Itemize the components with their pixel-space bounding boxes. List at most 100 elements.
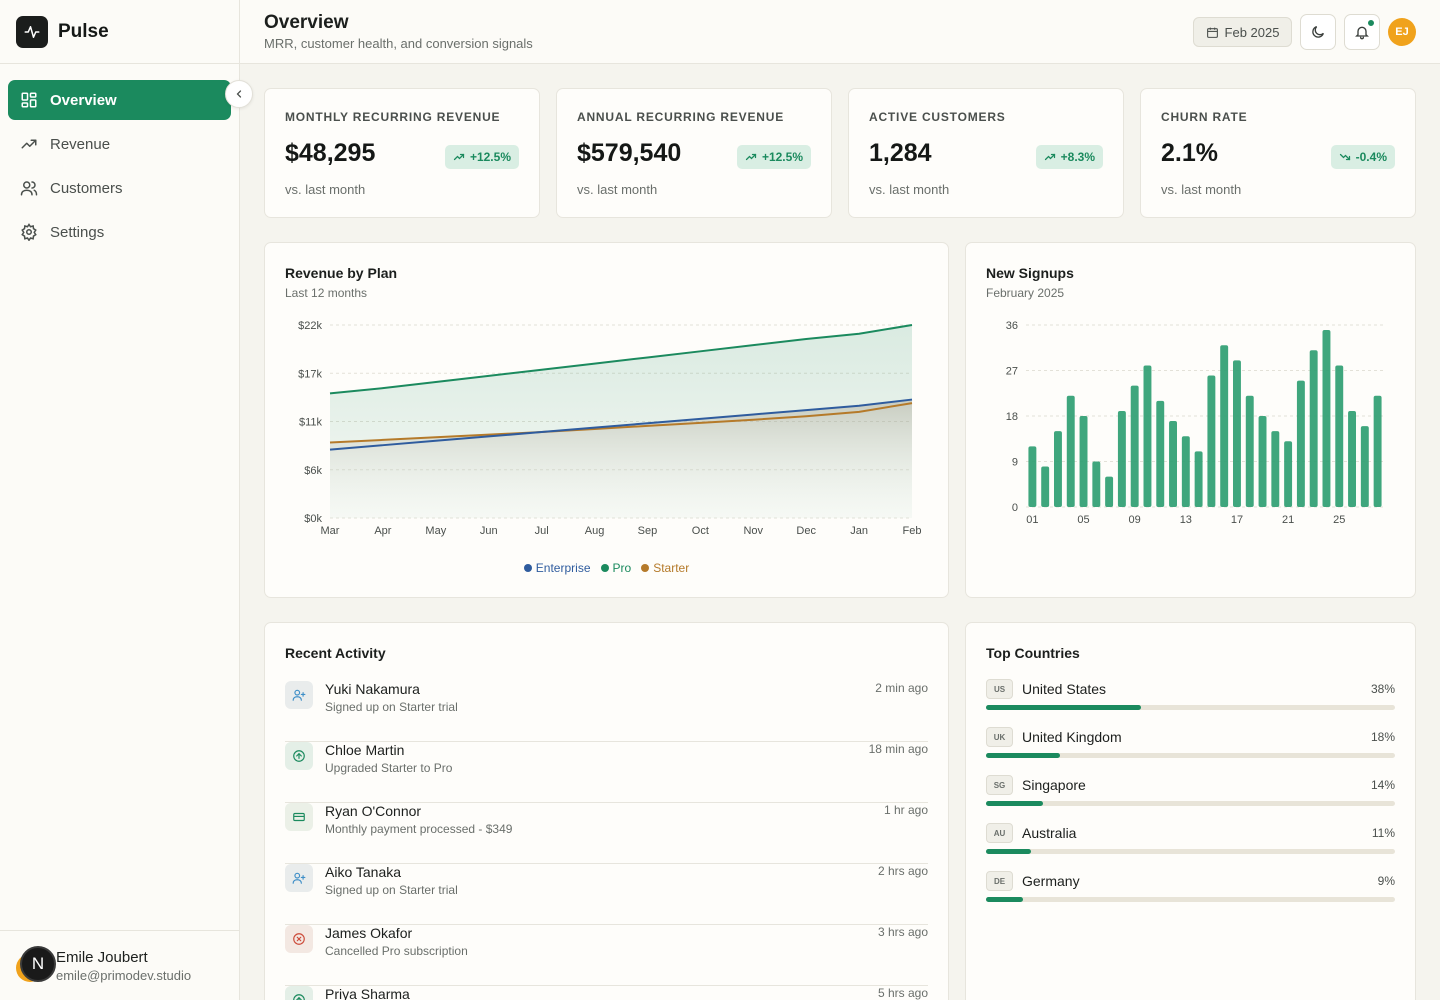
top-countries-card: Top Countries US United States 38% UK United… [965, 622, 1416, 1000]
card-subtitle: Last 12 months [285, 286, 368, 300]
country-row[interactable]: UK United Kingdom 18% [986, 727, 1395, 767]
signup-bar[interactable] [1296, 380, 1305, 507]
sidebar-item-settings[interactable]: Settings [8, 212, 231, 252]
card-subtitle: February 2025 [986, 286, 1065, 300]
activity-item[interactable]: James Okafor Cancelled Pro subscription 3 … [285, 925, 928, 986]
date-label: Feb 2025 [1224, 24, 1280, 40]
sidebar-item-overview[interactable]: Overview [8, 80, 231, 120]
activity-time: 2 min ago [875, 681, 928, 695]
country-name: Singapore [1022, 777, 1086, 793]
country-row[interactable]: SG Singapore 14% [986, 775, 1395, 815]
date-picker-button[interactable]: Feb 2025 [1193, 17, 1292, 47]
brand[interactable]: Pulse [0, 0, 239, 64]
activity-item[interactable]: Priya Sharma 5 hrs ago [285, 986, 928, 1000]
user-profile[interactable]: N Emile Joubert emile@primodev.studio [0, 930, 239, 1000]
activity-item[interactable]: Ryan O'Connor Monthly payment processed -… [285, 803, 928, 864]
notifications-button[interactable] [1344, 14, 1380, 50]
signup-bar[interactable] [1117, 410, 1126, 507]
activity-description: Cancelled Pro subscription [325, 944, 468, 958]
signup-bar[interactable] [1143, 365, 1152, 507]
activity-time: 18 min ago [868, 742, 928, 756]
legend-item-pro[interactable]: Pro [600, 561, 631, 575]
y-tick-label: 36 [1006, 320, 1018, 332]
country-row[interactable]: US United States 38% [986, 679, 1395, 719]
signup-bar[interactable] [1245, 395, 1254, 507]
country-progress-fill [986, 753, 1060, 758]
country-code-badge: UK [986, 727, 1013, 747]
trend-up-icon [453, 153, 465, 161]
activity-time: 1 hr ago [883, 803, 928, 817]
x-tick-label: 17 [1231, 514, 1243, 526]
signup-bar[interactable] [1309, 350, 1318, 507]
signup-bar[interactable] [1156, 400, 1165, 507]
kpi-card-mrr: MONTHLY RECURRING REVENUE $48,295 +12.5%… [264, 88, 540, 218]
signup-bar[interactable] [1169, 421, 1177, 507]
y-tick-label: 9 [1012, 457, 1018, 469]
moon-icon [1312, 26, 1324, 38]
sidebar-item-label: Revenue [50, 135, 111, 153]
activity-item[interactable]: Aiko Tanaka Signed up on Starter trial 2 h… [285, 864, 928, 925]
card-title: Top Countries [986, 645, 1080, 661]
activity-name: Chloe Martin [325, 742, 405, 758]
signup-bar[interactable] [1258, 416, 1267, 507]
signup-bar[interactable] [1092, 461, 1101, 508]
signup-bar[interactable] [1028, 446, 1037, 507]
signup-bar[interactable] [1360, 426, 1369, 507]
legend-label: Enterprise [535, 561, 591, 575]
activity-item[interactable]: Yuki Nakamura Signed up on Starter trial 2… [285, 681, 928, 742]
card-title: Revenue by Plan [285, 265, 398, 281]
signup-bar[interactable] [1284, 441, 1293, 507]
signup-bar[interactable] [1220, 345, 1229, 507]
page-title: Overview [264, 12, 349, 33]
trend-up-icon [745, 153, 757, 161]
signup-bar[interactable] [1373, 395, 1382, 507]
y-tick-label: 0 [1012, 502, 1018, 514]
signup-bar[interactable] [1322, 330, 1331, 507]
legend-item-starter[interactable]: Starter [641, 561, 689, 575]
signup-bar[interactable] [1079, 416, 1088, 507]
country-progress-fill [986, 801, 1044, 806]
signup-bar[interactable] [1233, 360, 1241, 507]
kpi-change: +12.5% [761, 150, 803, 164]
signup-bar[interactable] [1041, 466, 1050, 507]
header-avatar[interactable]: EJ [1388, 18, 1416, 46]
pro-series-line [329, 324, 913, 395]
activity-item[interactable]: Chloe Martin Upgraded Starter to Pro 18 mi… [285, 742, 928, 803]
signup-bar[interactable] [1271, 431, 1280, 507]
country-progress-fill [986, 705, 1142, 710]
kpi-card-customers: ACTIVE CUSTOMERS 1,284 +8.3% vs. last mo… [848, 88, 1124, 218]
x-tick-label: Sep [638, 525, 658, 537]
signup-bar[interactable] [1207, 375, 1216, 507]
legend-item-enterprise[interactable]: Enterprise [523, 561, 591, 575]
activity-name: Aiko Tanaka [325, 864, 402, 880]
signup-bar[interactable] [1348, 410, 1356, 507]
y-tick-label: $17k [298, 368, 322, 380]
signup-bar[interactable] [1054, 431, 1062, 507]
country-progress-track [986, 705, 1395, 710]
country-progress-track [986, 849, 1395, 854]
y-tick-label: 27 [1006, 366, 1018, 378]
theme-toggle-button[interactable] [1300, 14, 1336, 50]
sidebar-item-customers[interactable]: Customers [8, 168, 231, 208]
signup-bar[interactable] [1194, 451, 1203, 507]
collapse-sidebar-button[interactable] [225, 80, 253, 108]
trend-up-icon [1044, 153, 1055, 161]
country-row[interactable]: DE Germany 9% [986, 871, 1395, 911]
signup-bar[interactable] [1181, 436, 1190, 507]
x-tick-label: 21 [1282, 514, 1294, 526]
signup-bar[interactable] [1066, 395, 1075, 507]
activity-name: Yuki Nakamura [325, 681, 420, 697]
x-tick-label: 01 [1026, 514, 1038, 526]
kpi-subtext: vs. last month [869, 182, 950, 197]
signup-bar[interactable] [1130, 385, 1139, 507]
page-subtitle: MRR, customer health, and conversion sig… [264, 36, 533, 51]
country-code-badge: DE [986, 871, 1013, 891]
sidebar: Pulse Overview Revenue Customers Setting… [0, 0, 240, 1000]
signup-bar[interactable] [1335, 365, 1344, 507]
country-row[interactable]: AU Australia 11% [986, 823, 1395, 863]
sidebar-item-revenue[interactable]: Revenue [8, 124, 231, 164]
signup-bar[interactable] [1105, 476, 1114, 507]
country-progress-track [986, 801, 1395, 806]
kpi-card-arr: ANNUAL RECURRING REVENUE $579,540 +12.5%… [556, 88, 832, 218]
gear-icon [21, 223, 37, 241]
